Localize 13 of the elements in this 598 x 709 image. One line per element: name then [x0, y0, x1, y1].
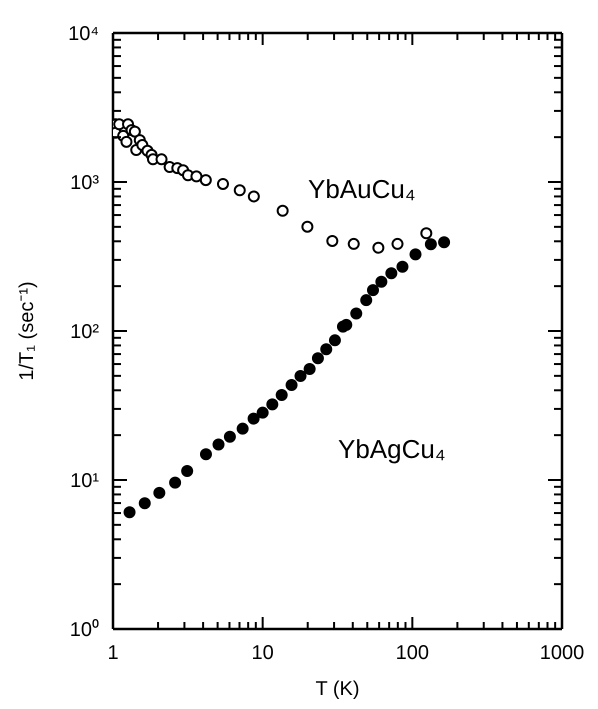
- x-tick-label: 100: [396, 642, 430, 664]
- y-tick-label: 10⁴: [68, 23, 99, 45]
- x-tick-label: 10: [252, 642, 274, 664]
- y-axis-title: 1/T₁ (sec⁻¹): [16, 281, 38, 381]
- x-tick-label: 1: [107, 642, 119, 664]
- x-tick-label: 1000: [540, 642, 584, 664]
- x-axis-title: T (K): [315, 678, 360, 700]
- y-tick-label: 10³: [70, 172, 100, 194]
- y-tick-label: 10⁰: [70, 618, 99, 641]
- series-label: YbAuCu₄: [308, 174, 416, 204]
- text: YbAgCu₄: [338, 434, 446, 464]
- y-tick-label: 10¹: [70, 470, 100, 492]
- y-tick-label: 10²: [70, 321, 100, 343]
